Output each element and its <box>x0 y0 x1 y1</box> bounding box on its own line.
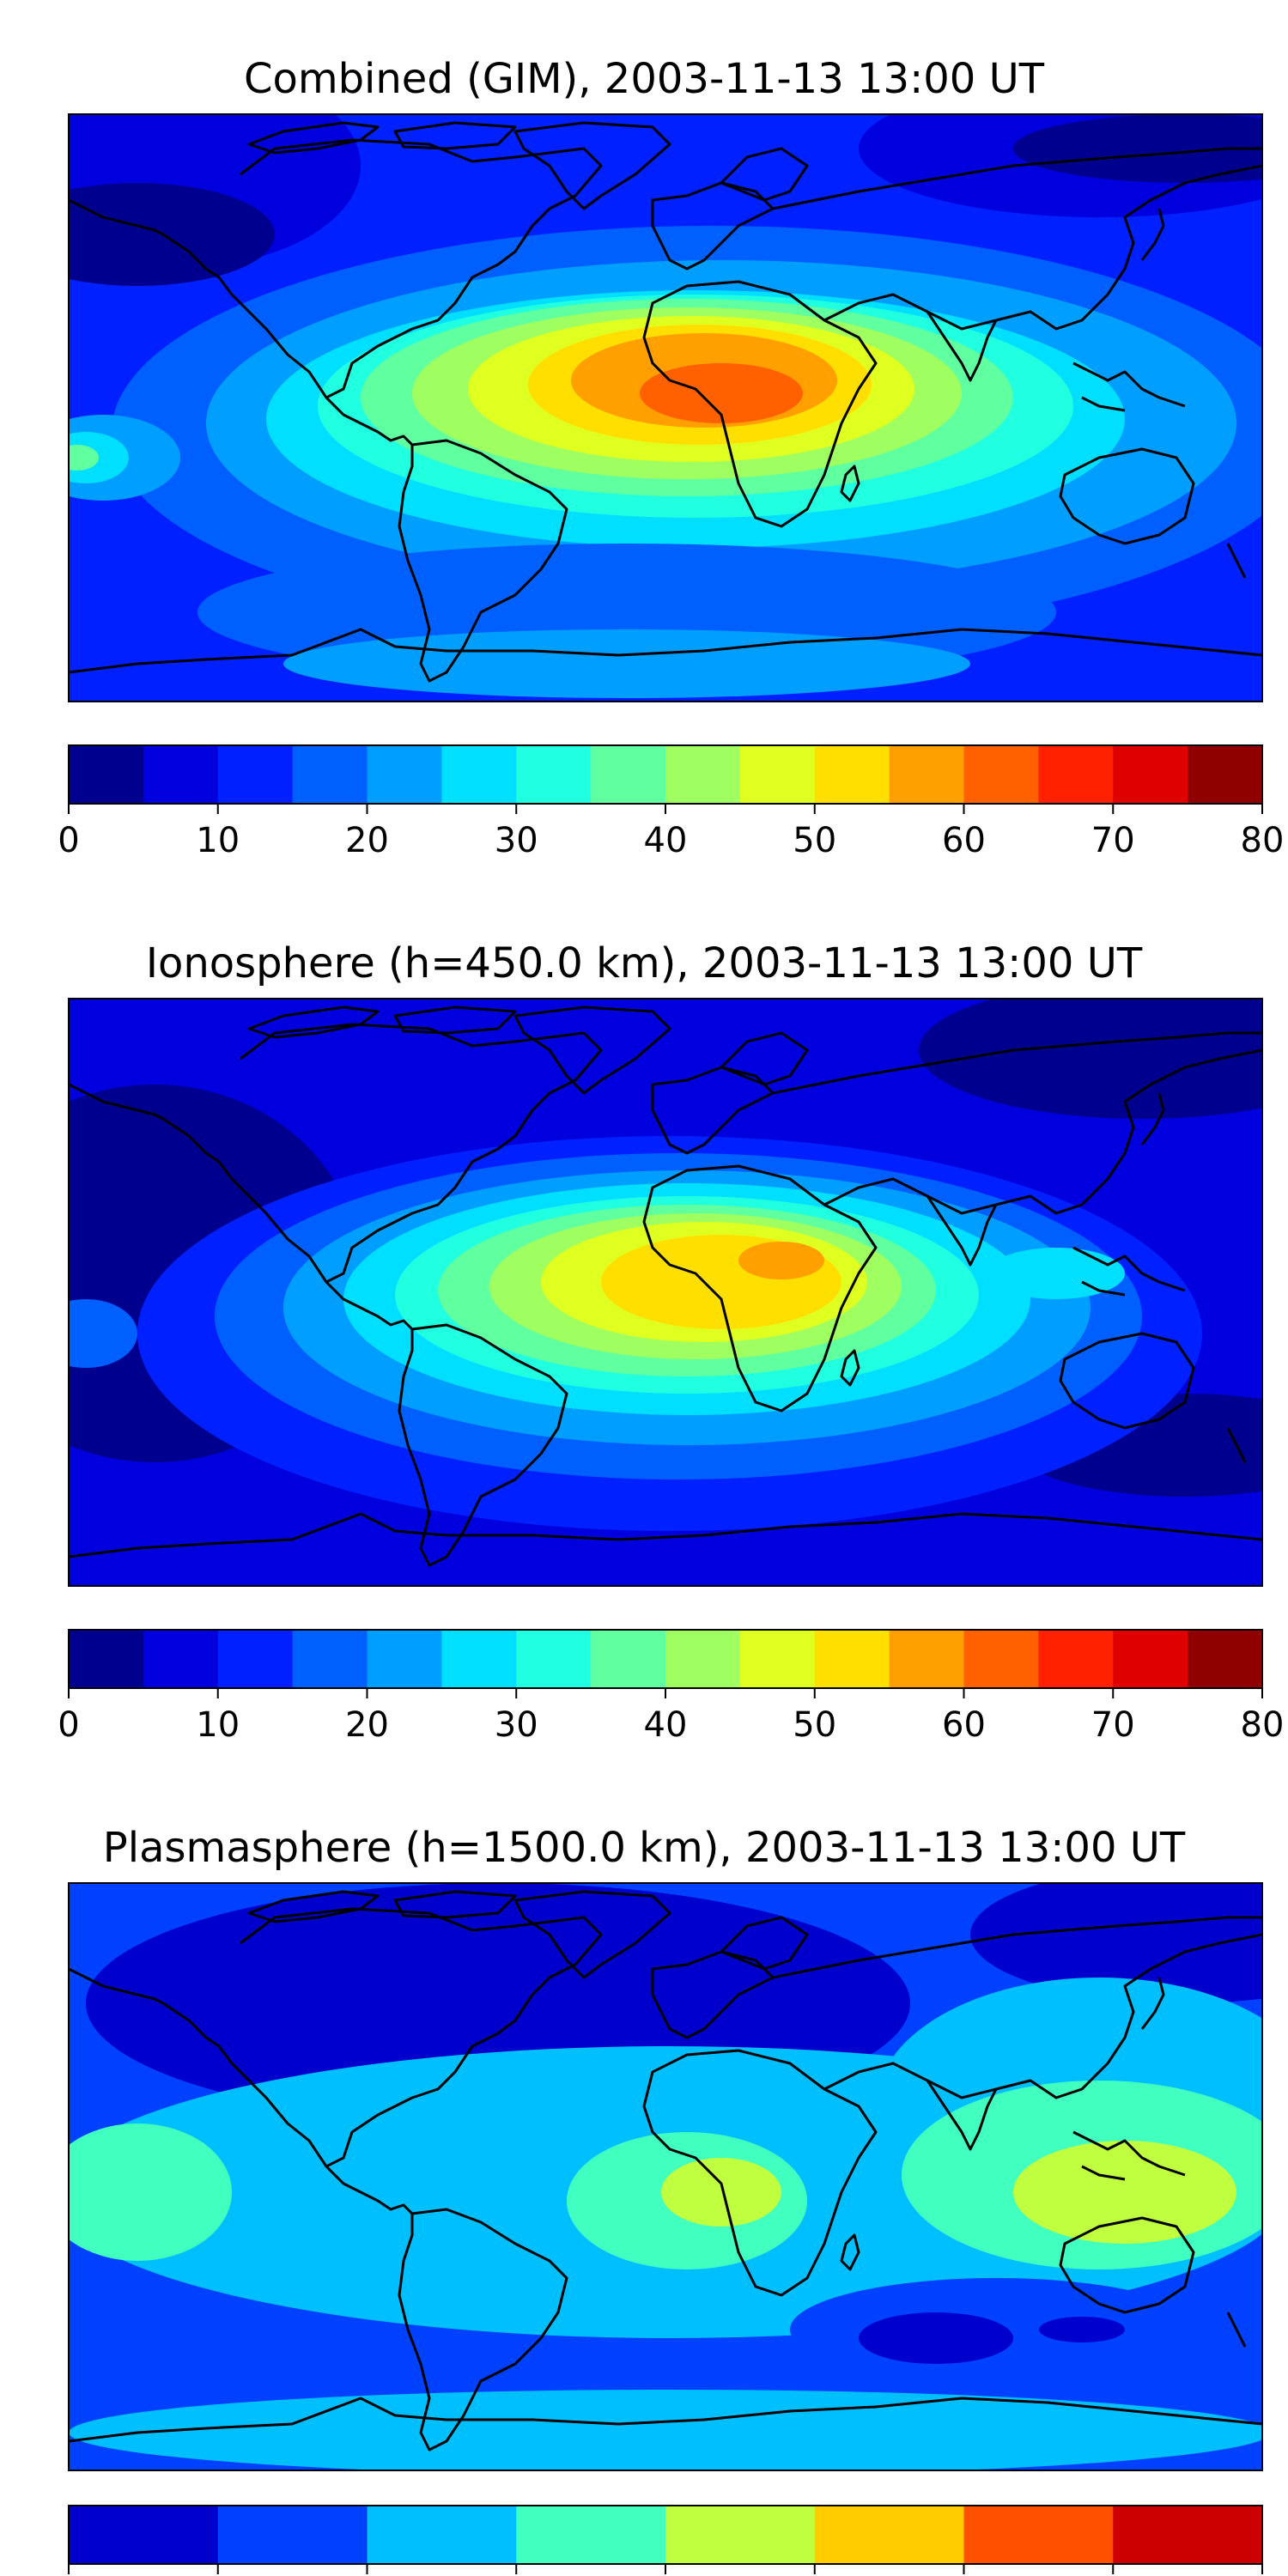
colorbar-segment <box>963 745 1039 804</box>
colorbar-segment <box>665 1630 741 1688</box>
colorbar-tick-label: 10 <box>196 821 240 860</box>
colorbar-segment <box>889 745 964 804</box>
colorbar-segment <box>814 1630 890 1688</box>
panel-plasmasphere: Plasmasphere (h=1500.0 km), 2003-11-13 1… <box>68 1824 1263 2574</box>
contour-band <box>661 2158 781 2227</box>
colorbar-segment <box>963 1630 1039 1688</box>
colorbar-tick-label: 60 <box>942 1705 986 1745</box>
colorbar <box>69 745 1263 804</box>
colorbar-segment <box>143 1630 219 1688</box>
contour-band <box>738 1242 824 1279</box>
contour-band <box>1039 2317 1125 2342</box>
colorbar-segment <box>1188 745 1263 804</box>
contour-band <box>69 445 99 471</box>
panel-title: Combined (GIM), 2003-11-13 13:00 UT <box>244 55 1045 103</box>
colorbar-segment <box>143 745 219 804</box>
colorbar-tick-label: 80 <box>1241 1705 1285 1745</box>
panel-title: Ionosphere (h=450.0 km), 2003-11-13 13:0… <box>146 939 1143 987</box>
panel-combined-gim: Combined (GIM), 2003-11-13 13:00 UT <box>58 55 1285 860</box>
colorbar-tick-label: 20 <box>345 1705 389 1745</box>
contour-band <box>919 999 1262 1119</box>
colorbar-segment <box>367 2506 517 2564</box>
colorbar-segment <box>69 1630 144 1688</box>
colorbar-tick-label: 30 <box>495 1705 538 1745</box>
colorbar-segment <box>739 1630 816 1688</box>
colorbar-segment <box>292 745 368 804</box>
colorbar-segment <box>963 2506 1114 2564</box>
colorbar-segment <box>217 2506 368 2564</box>
colorbar-segment <box>1038 1630 1114 1688</box>
colorbar <box>69 2506 1263 2564</box>
colorbar-segment <box>814 745 890 804</box>
colorbar-tick-label: 70 <box>1091 1705 1135 1745</box>
contour-band <box>69 1299 137 1368</box>
colorbar-segment <box>69 2506 219 2564</box>
colorbar-tick-label: 50 <box>793 821 836 860</box>
colorbar-segment <box>367 745 442 804</box>
contour-band <box>283 629 970 698</box>
colorbar-segment <box>441 1630 517 1688</box>
map-frame <box>68 998 1263 1587</box>
colorbar-segment <box>591 1630 666 1688</box>
colorbar-segment <box>69 745 144 804</box>
colorbar-tick-label: 20 <box>345 821 389 860</box>
colorbar-segment <box>814 2506 964 2564</box>
map-frame <box>68 113 1263 702</box>
contour-band <box>69 2390 1262 2470</box>
colorbar-segment <box>516 2506 666 2564</box>
contour-band <box>69 2123 232 2261</box>
colorbar-segment <box>739 745 816 804</box>
colorbar-tick-label: 40 <box>644 821 688 860</box>
colorbar-tick-label: 10 <box>196 1705 240 1745</box>
contour-band <box>69 183 275 286</box>
colorbar-segment <box>1188 1630 1263 1688</box>
colorbar-tick-label: 0 <box>58 1705 79 1745</box>
contour-band <box>640 363 803 423</box>
colorbar-tick-label: 50 <box>793 1705 836 1745</box>
colorbar <box>69 1630 1263 1688</box>
colorbar-tick-label: 80 <box>1241 821 1285 860</box>
colorbar-segment <box>1113 1630 1188 1688</box>
colorbar-segment <box>1113 745 1188 804</box>
colorbar-segment <box>217 1630 294 1688</box>
colorbar-segment <box>1038 745 1114 804</box>
colorbar-segment <box>367 1630 442 1688</box>
contour-band <box>970 1883 1262 2003</box>
colorbar-segment <box>889 1630 964 1688</box>
colorbar-tick-label: 60 <box>942 821 986 860</box>
colorbar-tick-label: 40 <box>644 1705 688 1745</box>
colorbar-segment <box>665 2506 816 2564</box>
panel-ionosphere: Ionosphere (h=450.0 km), 2003-11-13 13:0… <box>58 939 1285 1745</box>
colorbar-segment <box>441 745 517 804</box>
colorbar-tick-label: 70 <box>1091 821 1135 860</box>
colorbar-segment <box>292 1630 368 1688</box>
contour-band <box>1013 114 1262 183</box>
colorbar-segment <box>665 745 741 804</box>
colorbar-tick-label: 0 <box>58 821 79 860</box>
contour-band <box>859 2312 1013 2364</box>
colorbar-segment <box>1113 2506 1263 2564</box>
map-frame <box>68 1882 1263 2471</box>
colorbar-tick-label: 30 <box>495 821 538 860</box>
colorbar-segment <box>217 745 294 804</box>
colorbar-segment <box>516 1630 592 1688</box>
contour-band <box>1013 2141 1236 2244</box>
colorbar-segment <box>516 745 592 804</box>
colorbar-segment <box>591 745 666 804</box>
panel-title: Plasmasphere (h=1500.0 km), 2003-11-13 1… <box>103 1824 1186 1872</box>
